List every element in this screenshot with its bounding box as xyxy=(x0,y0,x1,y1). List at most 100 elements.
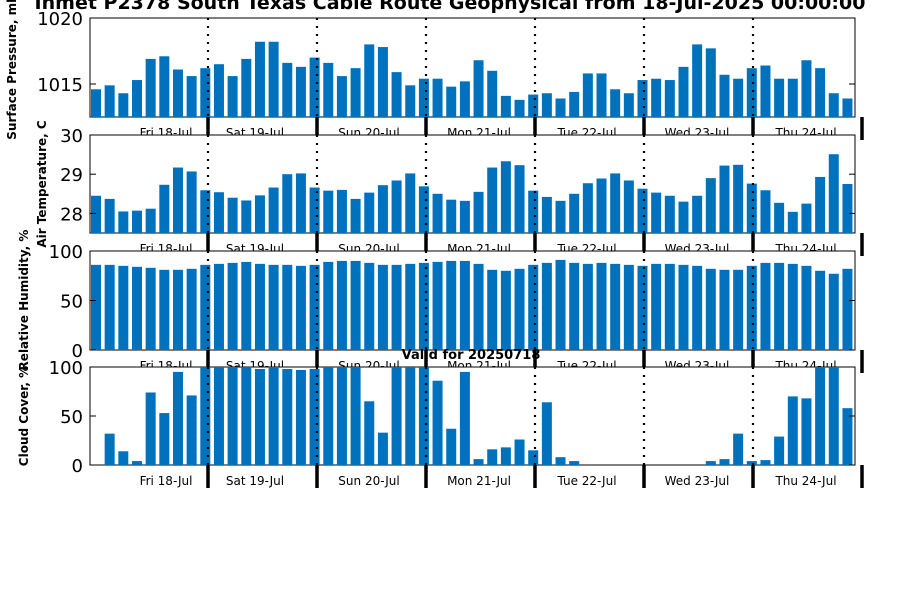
bar xyxy=(541,196,552,233)
x-tick-label: Tue 22-Jul xyxy=(556,474,616,488)
bar xyxy=(815,68,826,117)
y-tick-label: 100 xyxy=(49,242,83,263)
bar xyxy=(336,76,347,117)
bar xyxy=(131,266,142,350)
bar xyxy=(528,264,539,350)
bar xyxy=(186,76,197,117)
bar xyxy=(91,195,101,233)
bar xyxy=(377,185,388,233)
bar xyxy=(514,165,525,233)
bar xyxy=(295,66,306,117)
bar xyxy=(541,262,552,350)
bar xyxy=(336,189,347,233)
bar xyxy=(815,367,826,465)
bar xyxy=(377,432,388,465)
bar xyxy=(828,273,839,350)
bar xyxy=(774,202,785,233)
bar xyxy=(705,178,716,233)
bar xyxy=(254,368,265,465)
bar xyxy=(432,78,443,117)
bar xyxy=(596,178,607,233)
x-tick-label: Fri 18-Jul xyxy=(140,474,193,488)
bar xyxy=(801,398,812,465)
bar xyxy=(377,47,388,117)
bar xyxy=(514,99,525,117)
bar xyxy=(227,262,238,350)
bar xyxy=(104,85,115,117)
bar xyxy=(91,264,101,350)
bar xyxy=(432,193,443,233)
bar xyxy=(473,191,484,233)
bar xyxy=(760,65,771,117)
bar xyxy=(582,263,593,350)
bar xyxy=(159,269,170,350)
bar xyxy=(405,85,416,117)
bar xyxy=(610,263,621,350)
bar xyxy=(391,72,402,117)
bar xyxy=(200,68,211,117)
bar xyxy=(446,428,457,465)
bar xyxy=(309,57,320,117)
bar xyxy=(227,367,238,465)
bar xyxy=(172,371,183,465)
bar xyxy=(664,263,675,350)
bar xyxy=(172,167,183,233)
bar xyxy=(555,259,566,350)
bar xyxy=(145,58,156,117)
bar xyxy=(350,367,361,465)
bar xyxy=(254,41,265,118)
bar xyxy=(528,94,539,117)
bar xyxy=(719,165,730,233)
bar xyxy=(842,268,853,350)
x-tick-label: Mon 21-Jul xyxy=(447,474,511,488)
bar xyxy=(459,81,470,117)
bar xyxy=(664,80,675,117)
bar xyxy=(555,457,566,465)
bar xyxy=(213,263,224,350)
bar xyxy=(131,80,142,117)
bar xyxy=(446,260,457,350)
bar xyxy=(145,208,156,233)
bar xyxy=(323,62,334,117)
bar xyxy=(405,173,416,233)
bar xyxy=(733,269,744,350)
bar xyxy=(500,270,511,350)
y-tick-label: 50 xyxy=(60,292,83,313)
bar xyxy=(459,260,470,350)
bar xyxy=(268,187,279,233)
bar xyxy=(268,367,279,465)
bar xyxy=(487,70,498,117)
bar xyxy=(309,264,320,350)
bar xyxy=(432,380,443,465)
bar xyxy=(828,93,839,117)
x-tick-label: Wed 23-Jul xyxy=(665,474,730,488)
bar xyxy=(760,460,771,465)
bar xyxy=(131,210,142,233)
bar xyxy=(719,459,730,465)
bar xyxy=(104,433,115,465)
bar xyxy=(815,176,826,233)
bar xyxy=(623,264,634,350)
bar xyxy=(473,263,484,350)
bar xyxy=(282,264,293,350)
bar xyxy=(705,48,716,117)
bar xyxy=(541,402,552,465)
bar xyxy=(596,73,607,117)
bar xyxy=(651,263,662,350)
bar xyxy=(118,211,129,233)
bar xyxy=(637,80,648,117)
bar xyxy=(801,265,812,350)
bar xyxy=(309,368,320,465)
bar xyxy=(678,201,689,233)
bar xyxy=(746,183,757,233)
bar xyxy=(241,261,252,350)
y-tick-label: 30 xyxy=(60,126,83,147)
x-tick-label: Sat 19-Jul xyxy=(226,474,284,488)
x-tick-label: Thu 24-Jul xyxy=(774,474,836,488)
bar xyxy=(241,58,252,117)
bar xyxy=(336,367,347,465)
bar xyxy=(159,184,170,233)
bar xyxy=(514,268,525,350)
y-tick-label: 0 xyxy=(72,456,83,477)
bar xyxy=(295,369,306,465)
